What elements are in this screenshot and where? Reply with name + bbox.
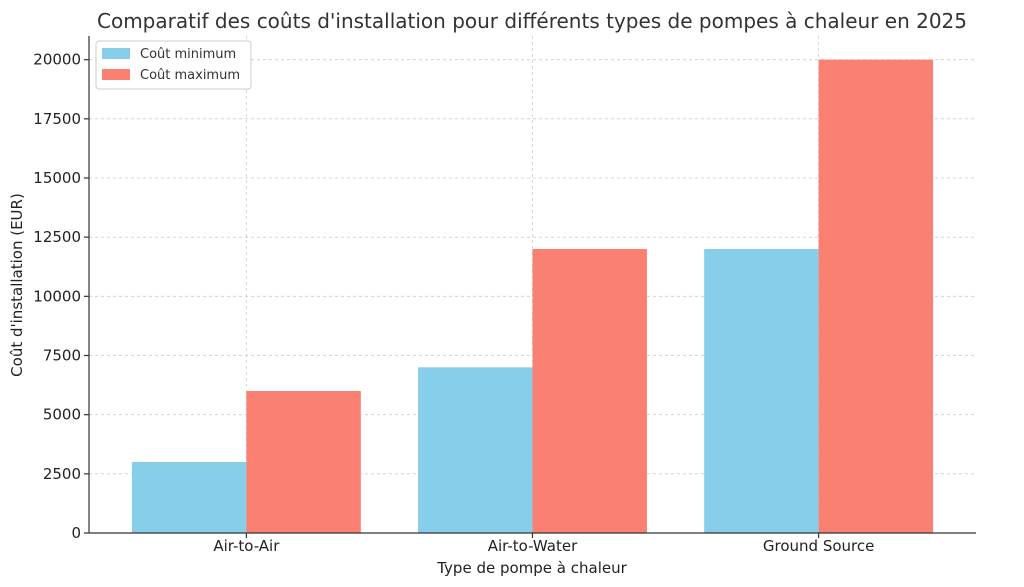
y-tick-label: 2500 (43, 465, 81, 483)
bar-min-ground-source (704, 249, 819, 533)
bar-min-air-to-water (418, 367, 533, 533)
legend-swatch-max (102, 69, 130, 80)
x-axis-label: Type de pompe à chaleur (436, 559, 627, 577)
y-tick-label: 12500 (33, 228, 81, 246)
legend-frame (95, 40, 252, 90)
y-tick-label: 10000 (33, 287, 81, 305)
bars (131, 59, 934, 534)
y-tick-label: 20000 (33, 51, 81, 69)
legend-label-max: Coût maximum (140, 68, 240, 83)
x-tick-label: Air-to-Air (213, 537, 280, 555)
bar-min-air-to-air (131, 462, 247, 533)
chart-title: Comparatif des coûts d'installation pour… (97, 9, 967, 33)
legend-swatch-min (102, 48, 130, 59)
legend: Coût minimum Coût maximum (95, 40, 252, 90)
bar-max-air-to-water (532, 249, 647, 533)
x-tick-label: Ground Source (763, 537, 874, 555)
bar-max-air-to-air (246, 391, 361, 533)
ticks: 0 2500 5000 7500 10000 12500 15000 17500 20000 Ai… (33, 51, 874, 555)
bar-max-ground-source (818, 59, 934, 534)
y-tick-label: 7500 (43, 347, 81, 365)
y-tick-label: 0 (71, 524, 81, 542)
y-tick-label: 5000 (43, 406, 81, 424)
y-axis-label: Coût d'installation (EUR) (8, 193, 26, 377)
x-tick-label: Air-to-Water (488, 537, 578, 555)
legend-label-min: Coût minimum (140, 47, 236, 62)
y-tick-label: 17500 (33, 110, 81, 128)
y-tick-label: 15000 (33, 169, 81, 187)
